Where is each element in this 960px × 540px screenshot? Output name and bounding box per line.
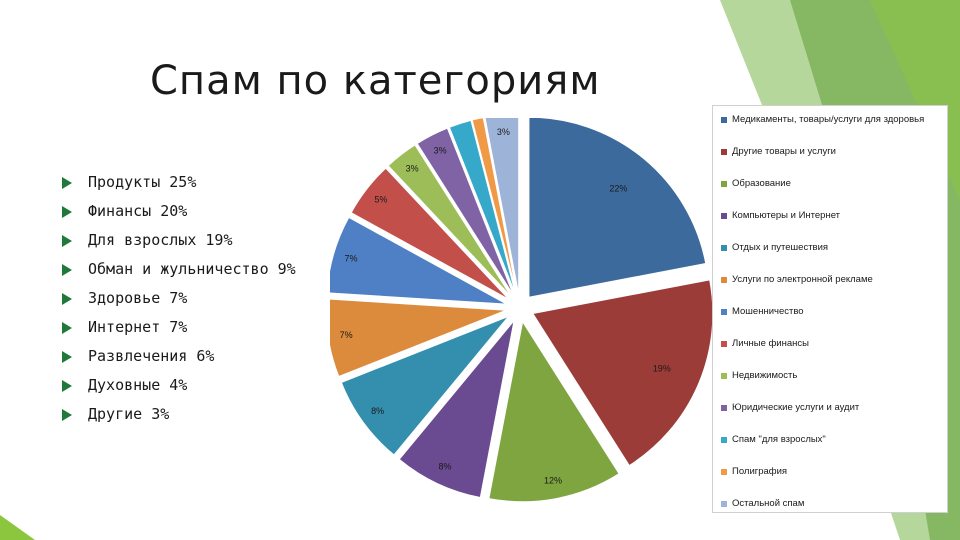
bullet-label: Развлечения 6%: [88, 347, 215, 365]
bullet-arrow-icon: [62, 235, 72, 247]
slice-data-label: 3%: [497, 127, 510, 137]
slice-data-label: 5%: [374, 195, 387, 205]
bullet-label: Здоровье 7%: [88, 289, 188, 307]
bullet-label: Интернет 7%: [88, 318, 188, 336]
legend-swatch: [721, 404, 727, 411]
bullet-label: Обман и жульничество 9%: [88, 260, 296, 278]
slice-data-label: 12%: [544, 475, 562, 485]
slice-data-label: 7%: [344, 253, 357, 263]
bullet-item: Для взрослых 19%: [62, 226, 296, 255]
legend-label: Полиграфия: [732, 466, 788, 477]
legend-swatch: [721, 244, 727, 251]
slice-data-label: 19%: [653, 364, 671, 374]
pie-slice: [471, 118, 518, 295]
bullet-arrow-icon: [62, 351, 72, 363]
legend-swatch: [721, 500, 727, 507]
legend-label: Другие товары и услуги: [732, 146, 836, 157]
legend-item: Личные финансы: [721, 338, 809, 349]
legend-label: Услуги по электронной рекламе: [732, 274, 873, 285]
bullet-arrow-icon: [62, 380, 72, 392]
pie-slice: [330, 298, 507, 378]
legend-label: Медикаменты, товары/услуги для здоровья: [732, 114, 925, 125]
slide-title: Спам по категориям: [150, 58, 601, 104]
legend-swatch: [721, 276, 727, 283]
bullet-item: Развлечения 6%: [62, 342, 296, 371]
pie-slice: [448, 119, 517, 295]
bullet-label: Финансы 20%: [88, 202, 188, 220]
pie-slice: [484, 118, 520, 295]
legend-swatch: [721, 116, 727, 123]
legend-item: Полиграфия: [721, 466, 787, 477]
legend-label: Недвижимость: [732, 370, 798, 381]
slice-data-label: 8%: [371, 406, 384, 416]
chart-legend: Медикаменты, товары/услуги для здоровья Д…: [712, 105, 948, 513]
legend-label: Компьютеры и Интернет: [732, 210, 841, 221]
slice-data-label: 3%: [434, 146, 447, 156]
legend-swatch: [721, 372, 727, 379]
bullet-arrow-icon: [62, 177, 72, 189]
legend-item: Спам "для взрослых": [721, 434, 826, 445]
legend-swatch: [721, 436, 727, 443]
pie-slice: [350, 167, 510, 300]
legend-item: Услуги по электронной рекламе: [721, 274, 873, 285]
slice-data-label: 22%: [609, 183, 627, 193]
legend-label: Мошенничество: [732, 306, 804, 317]
legend-label: Юридические услуги и аудит: [732, 402, 860, 413]
bullet-label: Духовные 4%: [88, 376, 188, 394]
bullet-item: Здоровье 7%: [62, 284, 296, 313]
bullet-item: Обман и жульничество 9%: [62, 255, 296, 284]
bullet-label: Продукты 25%: [88, 173, 197, 191]
pie-slice: [528, 118, 707, 298]
bullet-arrow-icon: [62, 264, 72, 276]
legend-item: Другие товары и услуги: [721, 146, 836, 157]
legend-label: Отдых и путешествия: [732, 242, 829, 253]
bullet-arrow-icon: [62, 322, 72, 334]
slice-data-label: 3%: [406, 163, 419, 173]
bullet-arrow-icon: [62, 293, 72, 305]
legend-swatch: [721, 468, 727, 475]
bullet-item: Интернет 7%: [62, 313, 296, 342]
legend-swatch: [721, 212, 727, 219]
pie-slice: [488, 320, 620, 503]
pie-slice: [330, 216, 507, 305]
legend-swatch: [721, 148, 727, 155]
legend-label: Личные финансы: [732, 338, 809, 349]
legend-item: Отдых и путешествия: [721, 242, 828, 253]
legend-item: Остальной спам: [721, 498, 804, 509]
legend-item: Образование: [721, 178, 791, 189]
pie-slice: [398, 320, 515, 499]
bullet-arrow-icon: [62, 206, 72, 218]
bullet-item: Финансы 20%: [62, 197, 296, 226]
legend-label: Спам "для взрослых": [732, 434, 826, 445]
legend-item: Компьютеры и Интернет: [721, 210, 840, 221]
bullet-item: Духовные 4%: [62, 371, 296, 400]
pie-slice: [387, 144, 512, 298]
bullet-list: Продукты 25% Финансы 20% Для взрослых 19…: [62, 168, 296, 429]
legend-item: Мошенничество: [721, 306, 804, 317]
pie-slice: [416, 127, 515, 296]
legend-item: Медикаменты, товары/услуги для здоровья: [721, 114, 924, 125]
green-accent-shape: [0, 515, 35, 540]
legend-item: Недвижимость: [721, 370, 797, 381]
bullet-arrow-icon: [62, 409, 72, 421]
legend-swatch: [721, 340, 727, 347]
bullet-label: Для взрослых 19%: [88, 231, 233, 249]
bullet-item: Продукты 25%: [62, 168, 296, 197]
pie-chart: 22%19%12%8%8%7%7%5%3%3%2%1%3%: [330, 118, 714, 503]
legend-label: Остальной спам: [732, 498, 805, 509]
legend-swatch: [721, 180, 727, 187]
legend-item: Юридические услуги и аудит: [721, 402, 859, 413]
legend-label: Образование: [732, 178, 791, 189]
slice-data-label: 7%: [340, 330, 353, 340]
legend-swatch: [721, 308, 727, 315]
slice-data-label: 8%: [439, 462, 452, 472]
bullet-item: Другие 3%: [62, 400, 296, 429]
bullet-label: Другие 3%: [88, 405, 170, 423]
pie-slice: [340, 315, 510, 456]
